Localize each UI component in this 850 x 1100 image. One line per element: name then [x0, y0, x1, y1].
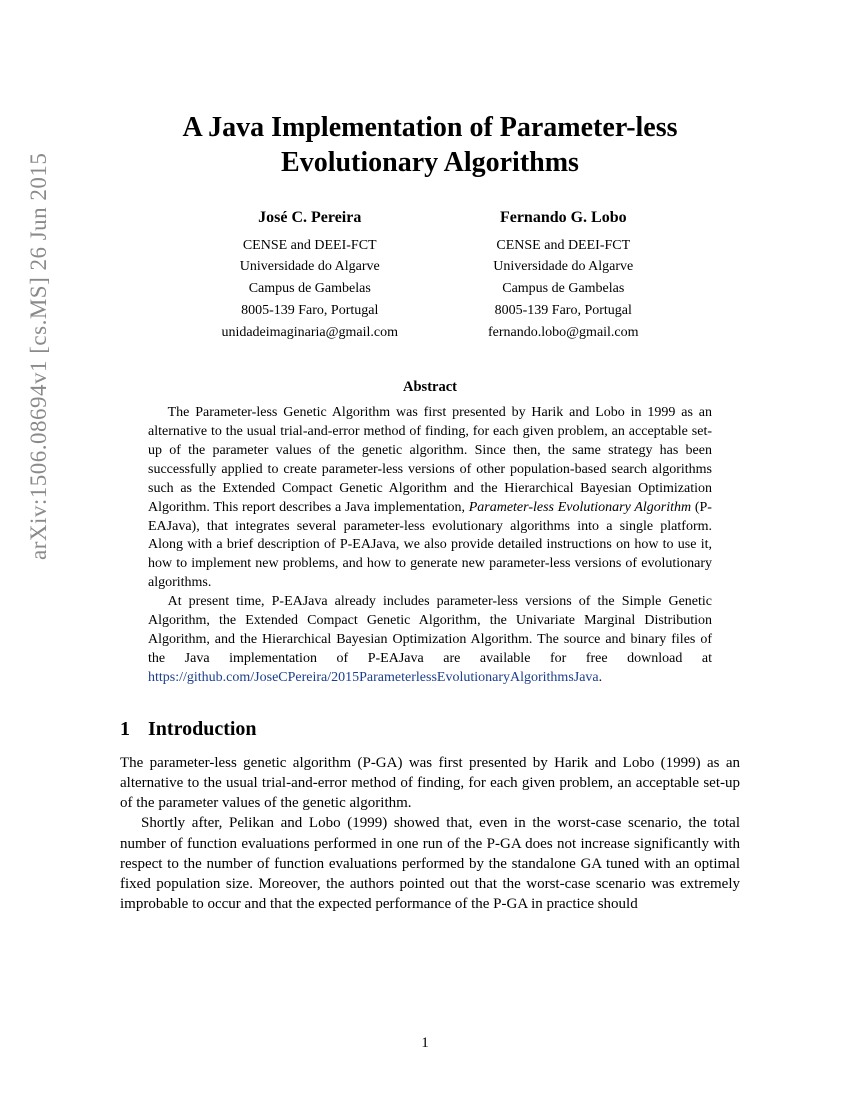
author-2-affil-4: 8005-139 Faro, Portugal: [488, 300, 639, 322]
abstract-heading: Abstract: [120, 379, 740, 396]
author-2: Fernando G. Lobo CENSE and DEEI-FCT Univ…: [488, 206, 639, 343]
author-2-affil-3: Campus de Gambelas: [488, 278, 639, 300]
author-2-email: fernando.lobo@gmail.com: [488, 322, 639, 344]
abstract-italic-term: Parameter-less Evolutionary Algorithm: [469, 500, 691, 515]
abstract-repo-link[interactable]: https://github.com/JoseCPereira/2015Para…: [148, 670, 599, 685]
page-number: 1: [0, 1035, 850, 1052]
section-1-number: 1: [120, 718, 130, 741]
abstract-p2-b: .: [599, 670, 603, 685]
author-1-affil-2: Universidade do Algarve: [221, 256, 398, 278]
author-2-affil-2: Universidade do Algarve: [488, 256, 639, 278]
page-content: A Java Implementation of Parameter-less …: [0, 0, 850, 915]
author-2-affil-1: CENSE and DEEI-FCT: [488, 235, 639, 257]
section-1-para-1: The parameter-less genetic algorithm (P-…: [120, 753, 740, 814]
title-line-2: Evolutionary Algorithms: [281, 147, 579, 178]
author-2-name: Fernando G. Lobo: [488, 206, 639, 231]
author-1-name: José C. Pereira: [221, 206, 398, 231]
abstract-p1-a: The Parameter-less Genetic Algorithm was…: [148, 405, 712, 514]
abstract-para-2: At present time, P-EAJava already includ…: [148, 593, 712, 687]
author-1-affil-4: 8005-139 Faro, Portugal: [221, 300, 398, 322]
paper-title: A Java Implementation of Parameter-less …: [120, 110, 740, 180]
arxiv-stamp: arXiv:1506.08694v1 [cs.MS] 26 Jun 2015: [26, 153, 52, 560]
title-line-1: A Java Implementation of Parameter-less: [182, 112, 677, 143]
section-1-title: Introduction: [148, 718, 257, 740]
section-1-body: The parameter-less genetic algorithm (P-…: [120, 753, 740, 915]
section-1-para-2: Shortly after, Pelikan and Lobo (1999) s…: [120, 813, 740, 914]
abstract-para-1: The Parameter-less Genetic Algorithm was…: [148, 404, 712, 593]
author-1-affil-1: CENSE and DEEI-FCT: [221, 235, 398, 257]
author-1-affil-3: Campus de Gambelas: [221, 278, 398, 300]
abstract-p2-a: At present time, P-EAJava already includ…: [148, 594, 712, 666]
author-1: José C. Pereira CENSE and DEEI-FCT Unive…: [221, 206, 398, 343]
author-1-email: unidadeimaginaria@gmail.com: [221, 322, 398, 344]
section-1-heading: 1 Introduction: [120, 718, 740, 741]
abstract-body: The Parameter-less Genetic Algorithm was…: [148, 404, 712, 687]
authors-block: José C. Pereira CENSE and DEEI-FCT Unive…: [120, 206, 740, 343]
